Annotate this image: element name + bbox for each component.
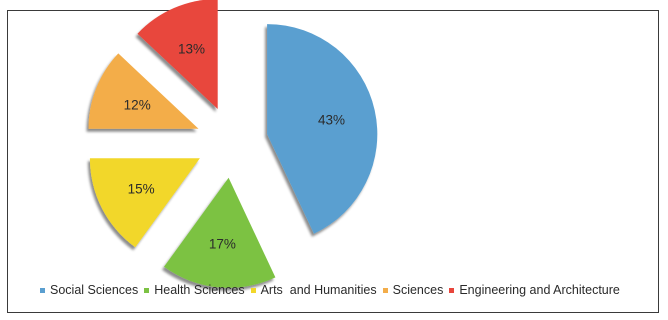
legend-item: Arts and Humanities (250, 283, 377, 297)
pie-slice-arts-and-humanities (89, 158, 200, 248)
slice-label: 43% (318, 113, 345, 128)
slice-label: 12% (124, 98, 151, 113)
pie-slice-sciences (88, 53, 199, 129)
legend-label: Sciences (392, 283, 444, 297)
legend-label: Health Sciences (154, 283, 245, 297)
slice-label: 15% (128, 181, 155, 196)
legend-item: Social Sciences (40, 283, 138, 297)
legend-item: Health Sciences (144, 283, 245, 297)
legend-swatch (382, 287, 388, 293)
legend-label: Arts and Humanities (260, 283, 377, 297)
slice-label: 13% (178, 41, 205, 56)
legend-swatch (144, 287, 150, 293)
legend-item: Sciences (382, 283, 444, 297)
legend: Social Sciences Health Sciences Arts and H… (40, 283, 660, 297)
slice-label: 17% (209, 237, 236, 252)
pie-slice-health-sciences (164, 177, 276, 288)
legend-label: Engineering and Architecture (459, 283, 620, 297)
pie-slice-engineering-and-architecture (137, 0, 218, 109)
legend-swatch (250, 287, 256, 293)
legend-item: Engineering and Architecture (449, 283, 620, 297)
legend-swatch (449, 287, 455, 293)
legend-swatch (40, 287, 45, 293)
legend-label: Social Sciences (50, 283, 139, 297)
pie-slice-social-sciences (267, 24, 378, 234)
